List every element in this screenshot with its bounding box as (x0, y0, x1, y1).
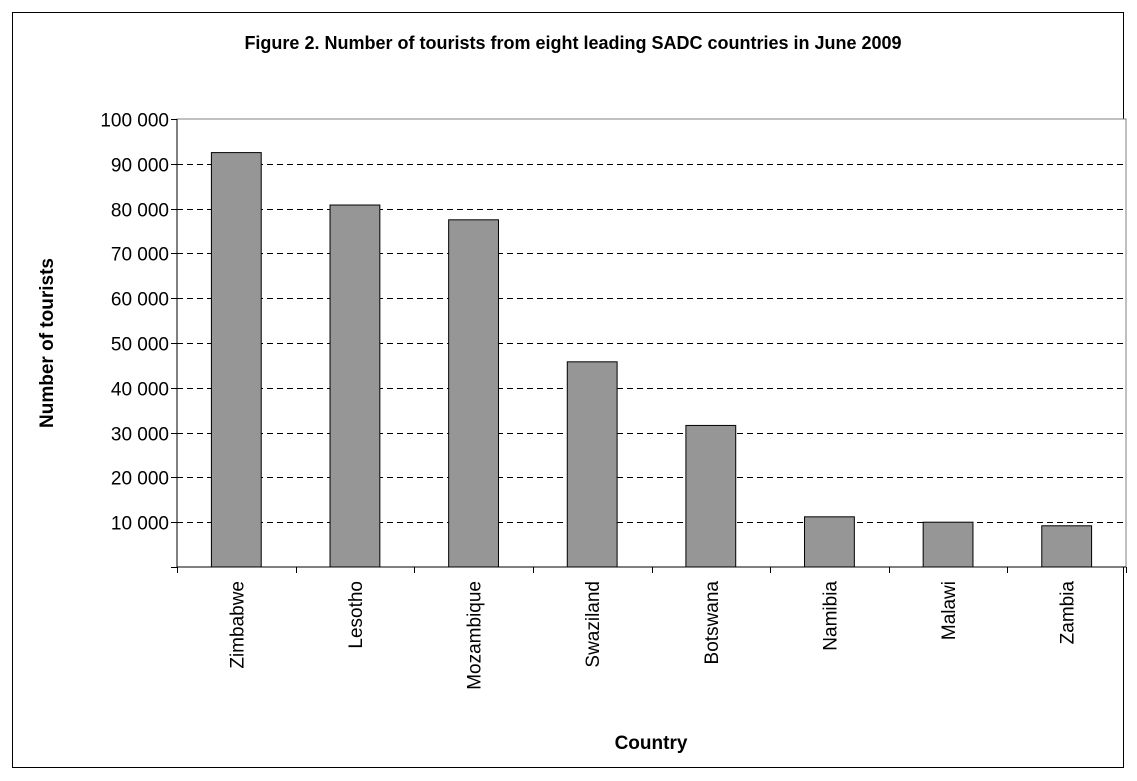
bar-swaziland (566, 361, 618, 568)
y-axis-title: Number of tourists (37, 258, 58, 428)
x-tick-label: Swaziland (583, 581, 604, 668)
bar-lesotho (329, 204, 381, 568)
x-axis-ticks: Zimbabwe Lesotho Mozambique Swaziland Botswa… (177, 567, 1127, 690)
bar-zambia (1041, 525, 1093, 568)
y-tick-label: 10 000 (111, 514, 169, 535)
y-axis-ticks: 10 000 20 000 30 000 40 000 50 000 60 000 70 0… (100, 111, 177, 568)
y-tick-label: 20 000 (111, 469, 169, 490)
bar-mozambique (448, 219, 499, 568)
x-axis-title: Country (615, 733, 688, 754)
y-tick-label: 60 000 (111, 290, 169, 311)
bar-malawi (922, 521, 974, 568)
chart-title: Figure 2. Number of tourists from eight … (244, 33, 901, 53)
x-tick-label: Botswana (702, 581, 723, 665)
bar-zimbabwe (210, 152, 262, 568)
bars (210, 152, 1093, 568)
x-tick-label: Namibia (820, 581, 841, 651)
gridlines (177, 164, 1126, 523)
x-tick-label: Malawi (939, 581, 960, 640)
y-tick-label: 50 000 (111, 335, 169, 356)
y-tick-label: 40 000 (111, 380, 169, 401)
bar-botswana (685, 424, 737, 568)
y-tick-label: 90 000 (111, 156, 169, 177)
y-tick-label: 30 000 (111, 425, 169, 446)
y-tick-label: 100 000 (100, 111, 169, 132)
bar-namibia (804, 516, 855, 568)
x-tick-label: Zimbabwe (227, 581, 248, 669)
y-tick-label: 80 000 (111, 201, 169, 222)
x-tick-label: Lesotho (346, 581, 367, 649)
y-tick-label: 70 000 (111, 245, 169, 266)
x-tick-label: Mozambique (465, 581, 486, 690)
x-tick-label: Zambia (1058, 581, 1079, 645)
